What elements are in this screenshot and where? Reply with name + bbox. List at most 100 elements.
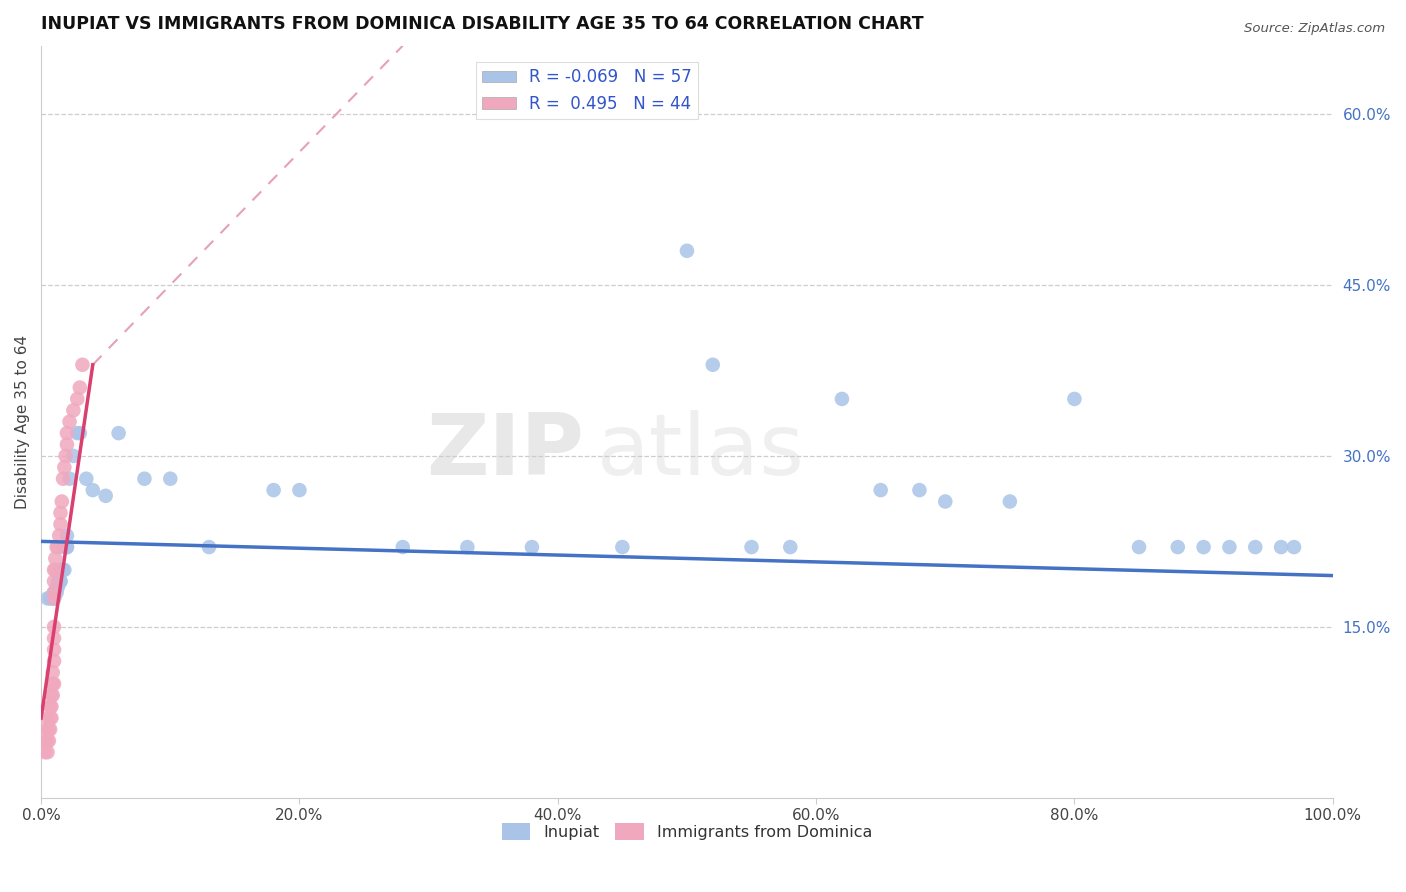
Point: [52, 563, 75, 577]
Point: [69, 380, 91, 394]
Point: [51, 494, 73, 508]
Point: [42, 642, 65, 657]
Point: [46, 574, 69, 589]
Point: [41, 688, 63, 702]
Point: [134, 472, 156, 486]
Point: [612, 540, 634, 554]
Point: [676, 244, 699, 258]
Point: [46, 540, 69, 554]
Point: [52, 472, 75, 486]
Text: ZIP: ZIP: [426, 410, 583, 493]
Point: [42, 654, 65, 668]
Point: [53, 460, 76, 475]
Point: [53, 563, 76, 577]
Point: [44, 563, 66, 577]
Point: [107, 426, 129, 441]
Point: [44, 551, 66, 566]
Point: [66, 426, 89, 441]
Point: [94, 489, 117, 503]
Point: [741, 540, 763, 554]
Point: [159, 472, 181, 486]
Point: [42, 688, 65, 702]
Point: [39, 711, 62, 725]
Point: [198, 540, 221, 554]
Point: [41, 699, 63, 714]
Point: [53, 540, 76, 554]
Point: [38, 723, 60, 737]
Point: [82, 483, 104, 497]
Point: [42, 632, 65, 646]
Point: [42, 591, 65, 606]
Point: [39, 699, 62, 714]
Point: [42, 585, 65, 599]
Point: [1063, 392, 1085, 406]
Point: [62, 403, 84, 417]
Text: atlas: atlas: [596, 410, 804, 493]
Point: [1192, 540, 1215, 554]
Point: [42, 585, 65, 599]
Point: [56, 426, 79, 441]
Text: INUPIAT VS IMMIGRANTS FROM DOMINICA DISABILITY AGE 35 TO 64 CORRELATION CHART: INUPIAT VS IMMIGRANTS FROM DOMINICA DISA…: [41, 15, 924, 33]
Point: [37, 734, 59, 748]
Text: Source: ZipAtlas.com: Source: ZipAtlas.com: [1244, 22, 1385, 36]
Point: [391, 540, 413, 554]
Point: [41, 591, 63, 606]
Point: [56, 529, 79, 543]
Point: [62, 449, 84, 463]
Point: [45, 540, 67, 554]
Point: [45, 585, 67, 599]
Point: [35, 734, 58, 748]
Point: [39, 723, 62, 737]
Point: [831, 392, 853, 406]
Y-axis label: Disability Age 35 to 64: Disability Age 35 to 64: [15, 334, 30, 508]
Point: [49, 574, 72, 589]
Point: [42, 591, 65, 606]
Point: [934, 494, 956, 508]
Point: [49, 517, 72, 532]
Point: [58, 415, 80, 429]
Point: [45, 580, 67, 594]
Point: [46, 580, 69, 594]
Point: [75, 472, 97, 486]
Point: [998, 494, 1021, 508]
Point: [42, 620, 65, 634]
Point: [1167, 540, 1189, 554]
Point: [42, 563, 65, 577]
Point: [288, 483, 311, 497]
Point: [456, 540, 478, 554]
Point: [37, 711, 59, 725]
Point: [1270, 540, 1292, 554]
Point: [56, 437, 79, 451]
Point: [37, 591, 59, 606]
Point: [908, 483, 931, 497]
Point: [702, 358, 724, 372]
Point: [263, 483, 285, 497]
Point: [35, 723, 58, 737]
Point: [49, 506, 72, 520]
Point: [72, 358, 94, 372]
Point: [42, 665, 65, 680]
Point: [1218, 540, 1240, 554]
Point: [48, 574, 70, 589]
Point: [41, 711, 63, 725]
Point: [520, 540, 543, 554]
Point: [42, 574, 65, 589]
Point: [1282, 540, 1305, 554]
Point: [38, 734, 60, 748]
Point: [49, 574, 72, 589]
Point: [34, 745, 56, 759]
Point: [42, 585, 65, 599]
Point: [42, 677, 65, 691]
Legend: Inupiat, Immigrants from Dominica: Inupiat, Immigrants from Dominica: [495, 817, 879, 847]
Point: [66, 392, 89, 406]
Point: [56, 540, 79, 554]
Point: [39, 591, 62, 606]
Point: [69, 426, 91, 441]
Point: [779, 540, 801, 554]
Point: [1244, 540, 1267, 554]
Point: [869, 483, 891, 497]
Point: [37, 745, 59, 759]
Point: [42, 677, 65, 691]
Point: [42, 585, 65, 599]
Point: [1128, 540, 1150, 554]
